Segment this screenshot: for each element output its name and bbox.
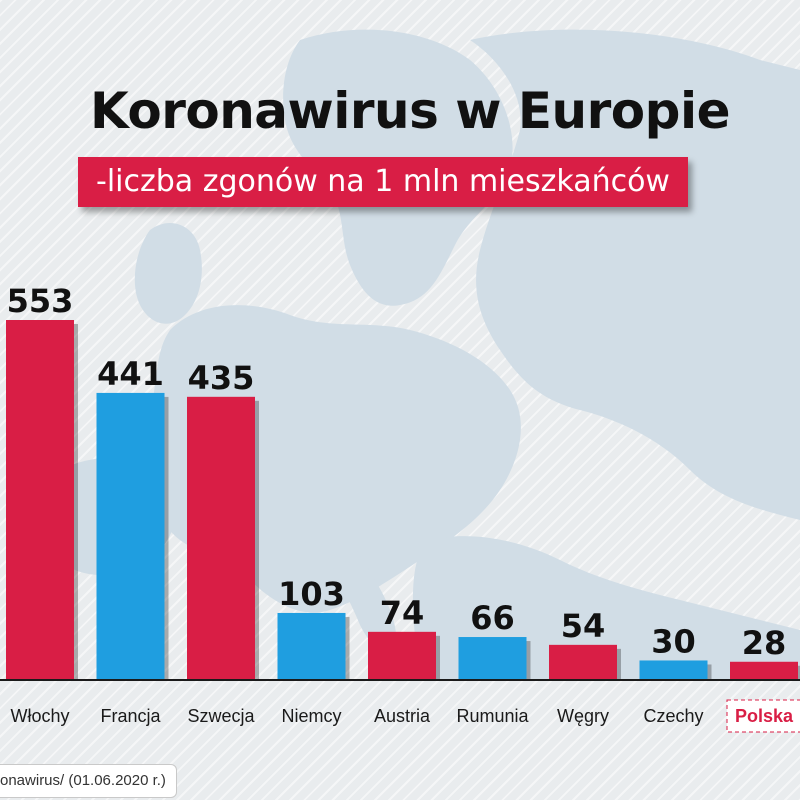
category-label-niemcy: Niemcy	[281, 706, 341, 726]
category-label-wlochy: Włochy	[10, 706, 69, 726]
chart-title: Koronawirus w Europie	[89, 82, 731, 140]
data-label-austria: 74	[380, 594, 425, 632]
data-label-wlochy: 553	[7, 282, 74, 320]
bar-polska	[730, 661, 798, 680]
data-label-francja: 441	[97, 355, 164, 393]
category-label-wegry: Węgry	[557, 706, 609, 726]
highlight-label-box	[726, 699, 800, 733]
data-label-szwecja: 435	[188, 359, 255, 397]
category-label-rumunia: Rumunia	[456, 706, 529, 726]
category-label-austria: Austria	[374, 706, 431, 726]
data-label-wegry: 54	[561, 607, 606, 645]
bar-rumunia	[458, 637, 527, 680]
bar-niemcy	[277, 612, 346, 680]
category-label-polska: Polska	[735, 706, 794, 726]
bar-wlochy	[6, 320, 74, 680]
category-label-francja: Francja	[100, 706, 161, 726]
category-label-czechy: Czechy	[643, 706, 703, 726]
map-russia	[470, 29, 800, 520]
bar-wegry	[549, 644, 617, 680]
category-label-szwecja: Szwecja	[187, 706, 255, 726]
data-label-rumunia: 66	[470, 599, 515, 637]
labels-layer: 553 Włochy 441 Francja 435 Szwecja 103 Niemcy 74…	[7, 282, 800, 733]
data-label-polska: 28	[742, 624, 787, 662]
bar-austria	[368, 631, 436, 680]
bar-francja	[96, 392, 165, 680]
bar-czechy	[639, 660, 708, 680]
data-label-czechy: 30	[651, 622, 696, 660]
map-italy	[322, 520, 397, 654]
bars-layer	[6, 320, 800, 680]
bar-szwecja	[187, 396, 255, 680]
map-british-isles	[134, 222, 202, 324]
data-label-niemcy: 103	[278, 575, 345, 613]
chart-subtitle: -liczba zgonów na 1 mln mieszkańców	[78, 157, 688, 207]
source-note: onawirus/ (01.06.2020 r.)	[0, 764, 177, 798]
